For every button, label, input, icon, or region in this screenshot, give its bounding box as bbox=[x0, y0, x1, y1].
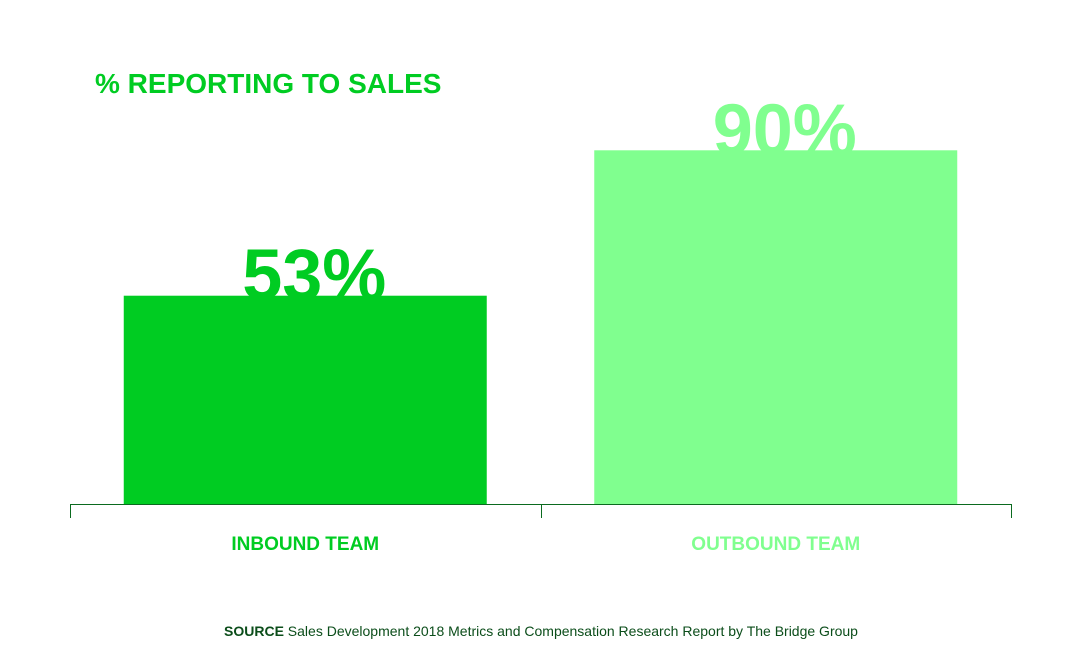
bar-inbound-team bbox=[123, 295, 487, 504]
x-axis bbox=[70, 504, 1012, 518]
bar-outbound-team bbox=[594, 150, 958, 505]
source-text: Sales Development 2018 Metrics and Compe… bbox=[283, 623, 858, 639]
chart-title: % REPORTING TO SALES bbox=[95, 68, 442, 99]
category-label-inbound-team: INBOUND TEAM bbox=[231, 534, 379, 555]
labels-layer: INBOUND TEAM OUTBOUND TEAM bbox=[231, 534, 860, 555]
source-note: SOURCE Sales Development 2018 Metrics an… bbox=[0, 622, 1082, 640]
category-label-outbound-team: OUTBOUND TEAM bbox=[691, 534, 860, 555]
bars-layer: 53%90% bbox=[123, 90, 958, 505]
source-label: SOURCE bbox=[224, 623, 284, 639]
